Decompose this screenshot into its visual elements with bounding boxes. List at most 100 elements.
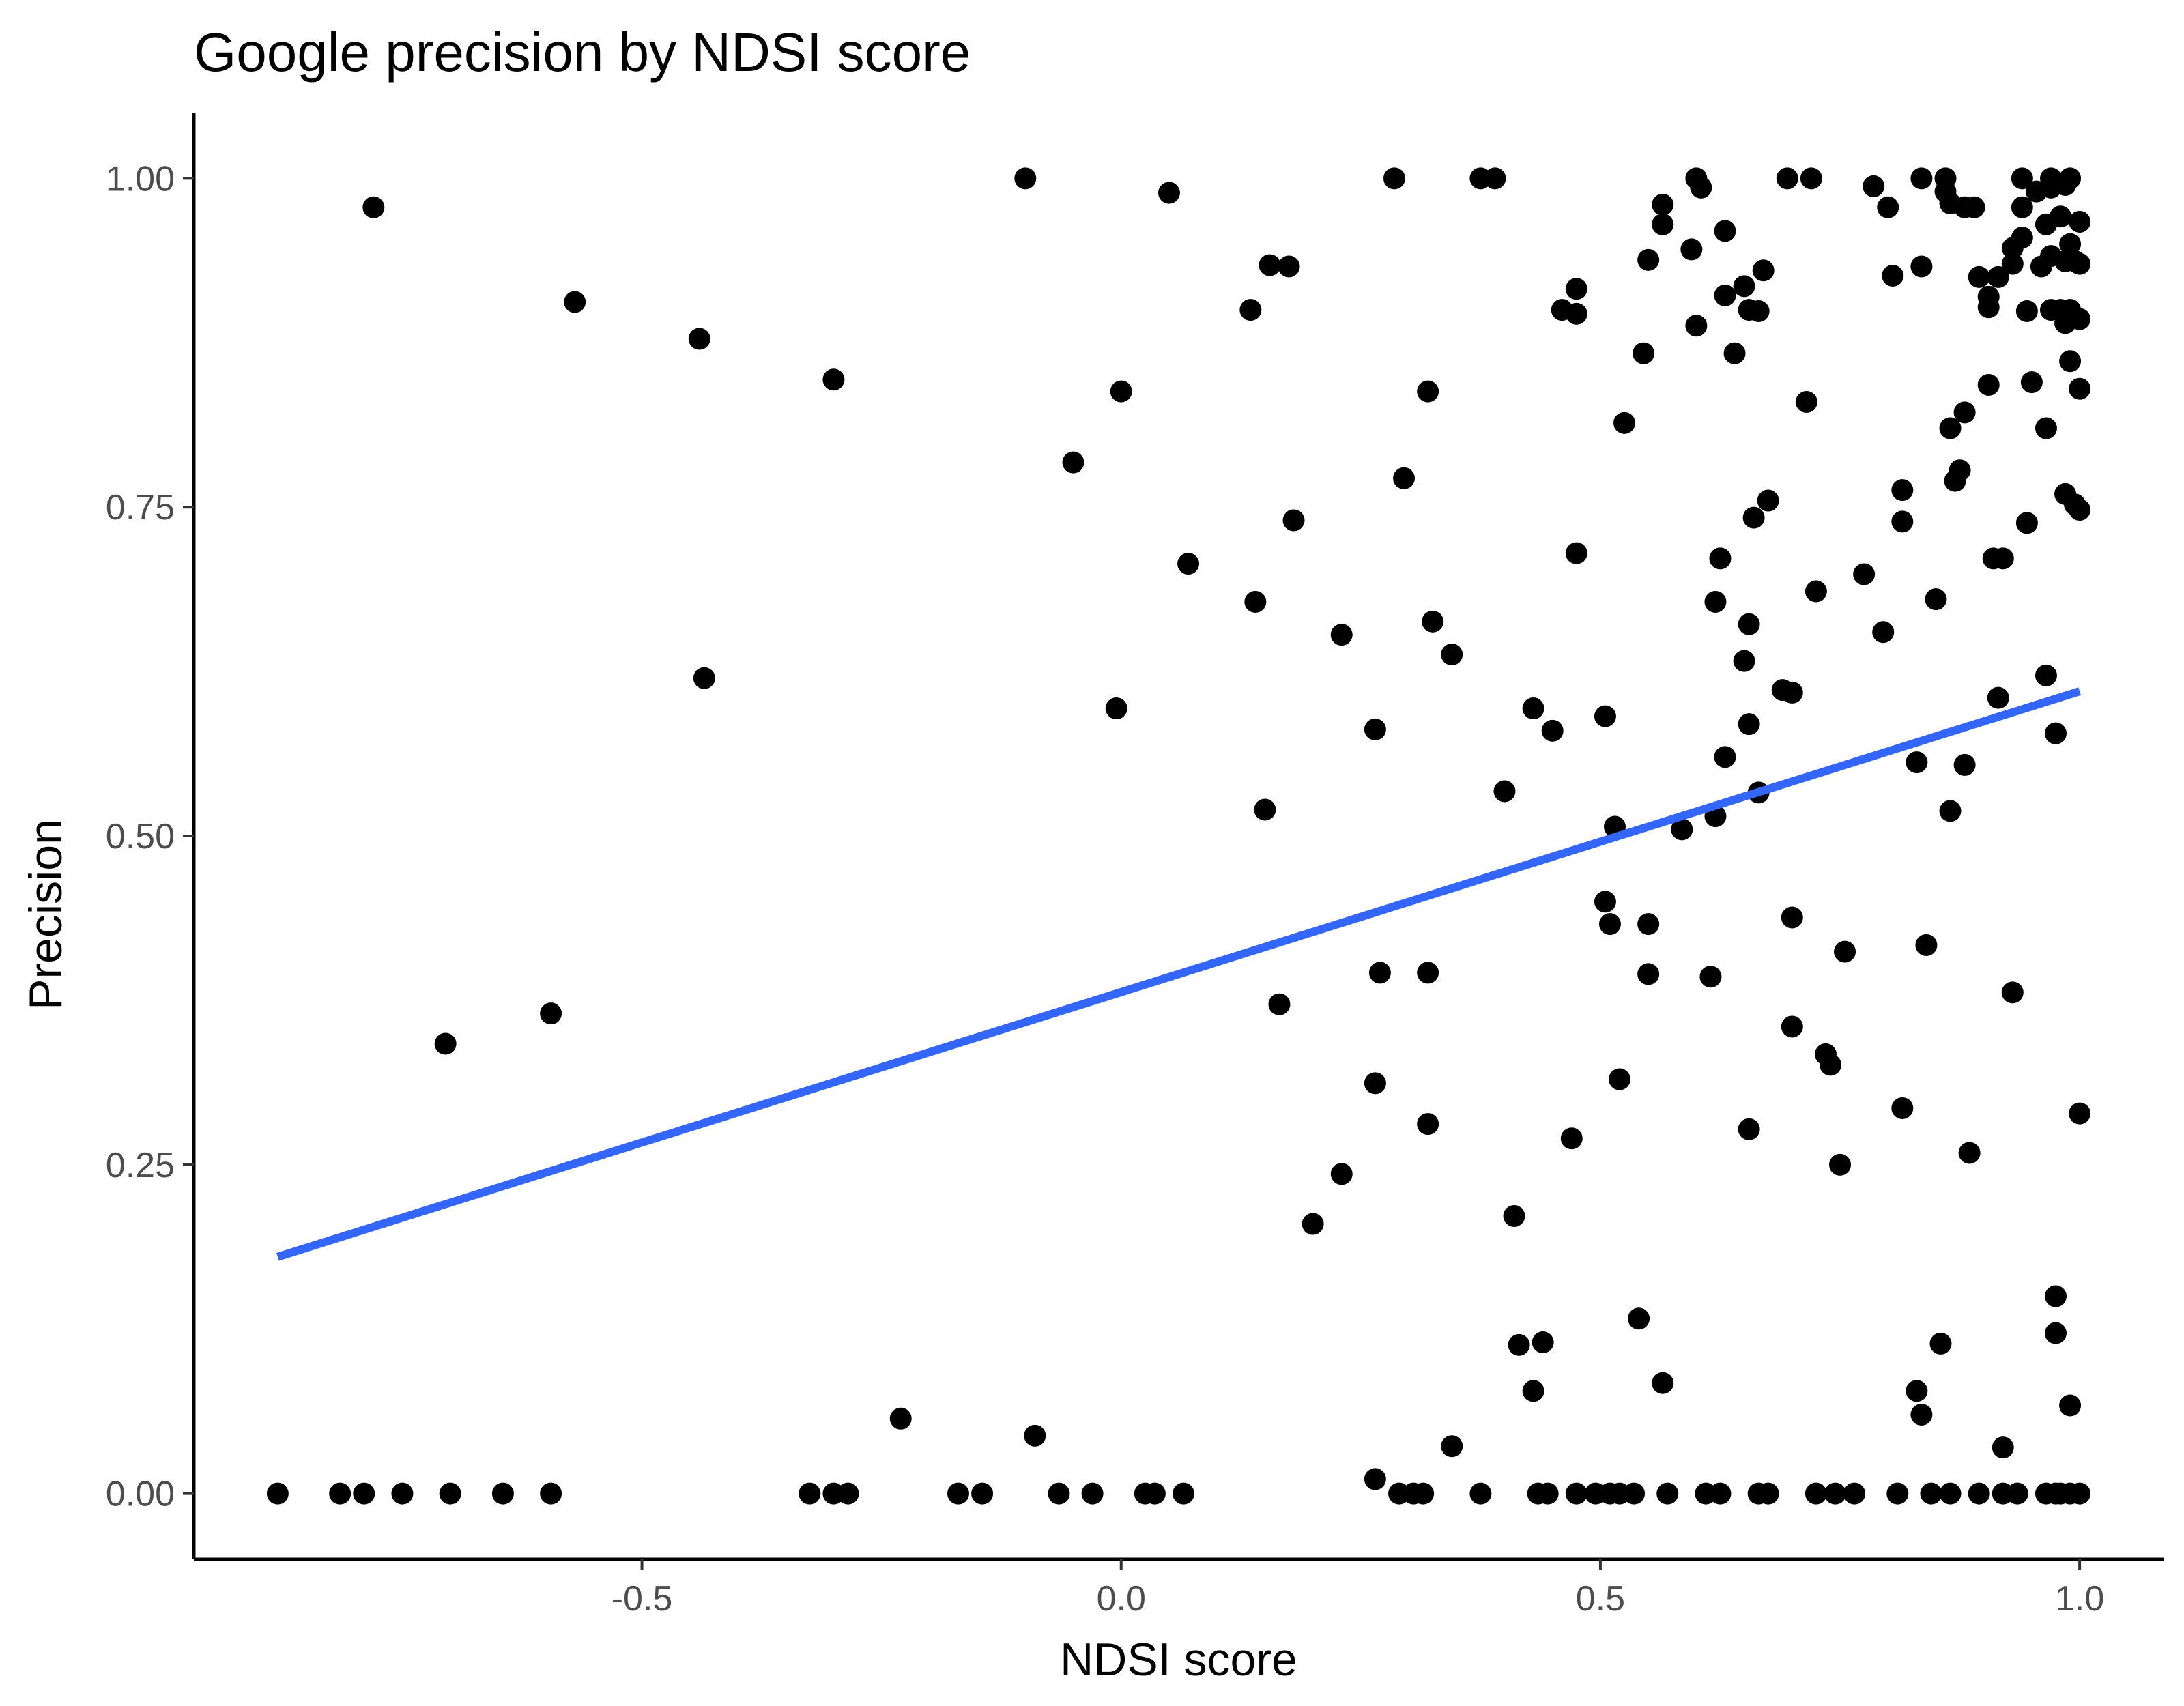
data-point [1987, 265, 2009, 288]
data-point [1244, 590, 1267, 613]
data-point [564, 291, 586, 313]
data-point [1364, 1468, 1386, 1490]
data-point [1757, 1482, 1779, 1505]
data-point [2069, 499, 2091, 521]
data-point [1254, 798, 1276, 821]
x-tick-label: 1.0 [2055, 1579, 2104, 1619]
data-point [1024, 1424, 1046, 1447]
data-point [2001, 981, 2024, 1004]
data-point [1977, 373, 2000, 396]
data-point [1503, 1204, 1525, 1227]
data-point [1484, 167, 1506, 190]
data-point [1623, 1482, 1646, 1505]
data-point [1781, 681, 1803, 704]
data-point [1805, 1482, 1827, 1505]
data-point [2001, 252, 2024, 275]
data-point [2069, 308, 2091, 330]
data-point [1723, 342, 1746, 364]
data-point [1158, 182, 1180, 204]
data-point [1882, 264, 1904, 287]
data-point [1953, 753, 1976, 776]
data-point [2069, 1482, 2091, 1505]
data-point [1143, 1482, 1166, 1505]
data-point [1493, 780, 1516, 803]
data-point [1532, 1331, 1554, 1353]
data-point [1863, 175, 1885, 197]
data-point [837, 1482, 859, 1505]
data-point [1368, 962, 1391, 984]
data-point [2035, 664, 2057, 686]
data-point [947, 1482, 969, 1505]
chart-title: Google precision by NDSI score [194, 22, 971, 83]
data-point [1014, 167, 1037, 190]
data-point [1819, 1054, 1841, 1076]
data-point [2069, 210, 2091, 233]
data-point [2015, 512, 2038, 534]
y-tick-label: 0.50 [106, 817, 175, 856]
data-point [1968, 1482, 1990, 1505]
data-point [1714, 284, 1736, 306]
data-point [1239, 299, 1262, 321]
data-point [1920, 1482, 1942, 1505]
data-point [2059, 1394, 2082, 1417]
data-point [1081, 1482, 1104, 1505]
data-point [1714, 746, 1736, 768]
data-point [1278, 255, 1300, 278]
ticks-layer: -0.5 0.0 0.5 1.0 0.00 0.25 0.50 0.75 1.00 [106, 159, 2104, 1619]
data-point [1613, 411, 1636, 434]
data-point [2069, 1102, 2091, 1125]
data-point [1330, 1163, 1353, 1185]
x-tick-label: -0.5 [612, 1579, 673, 1619]
data-point [1541, 719, 1564, 742]
data-point [1690, 176, 1712, 199]
data-point [1805, 580, 1827, 603]
data-point [1522, 1380, 1544, 1402]
data-point [353, 1482, 375, 1505]
data-point [1891, 1097, 1914, 1119]
trend-line [276, 687, 2081, 1261]
data-point [1992, 547, 2014, 570]
data-point [1795, 391, 1817, 413]
data-point [822, 368, 845, 391]
data-point [266, 1482, 289, 1505]
data-point [2006, 1482, 2028, 1505]
data-point [1738, 613, 1760, 635]
data-point [1560, 1127, 1583, 1150]
data-point [1910, 167, 1933, 190]
x-axis-title: NDSI score [1060, 1634, 1297, 1686]
data-point [1633, 342, 1655, 364]
data-point [1652, 213, 1674, 235]
data-point [1652, 1372, 1674, 1394]
x-tick-label: 0.0 [1097, 1579, 1146, 1619]
data-point [1522, 697, 1544, 720]
data-point [2011, 227, 2033, 249]
data-point [1173, 1482, 1195, 1505]
data-point [1637, 248, 1660, 271]
data-point [329, 1482, 351, 1505]
data-point [1906, 751, 1928, 774]
data-point [1738, 713, 1760, 736]
data-point [1565, 542, 1587, 564]
data-point [1048, 1482, 1070, 1505]
data-point [540, 1002, 562, 1025]
data-point [1637, 913, 1660, 936]
data-point [540, 1482, 562, 1505]
data-point [1441, 644, 1463, 666]
data-point [1536, 1482, 1559, 1505]
data-point [2045, 722, 2067, 744]
data-point [1877, 196, 1899, 218]
data-point [1383, 167, 1405, 190]
data-point [1628, 1307, 1650, 1330]
data-point [1609, 1068, 1631, 1090]
data-point [1733, 650, 1755, 672]
data-point [1776, 167, 1798, 190]
data-point [1565, 1482, 1587, 1505]
data-point [1062, 451, 1084, 474]
data-point [1671, 818, 1693, 841]
data-point [1177, 553, 1200, 575]
data-point [434, 1032, 457, 1055]
data-point [1302, 1213, 1324, 1235]
data-point [1417, 380, 1439, 403]
